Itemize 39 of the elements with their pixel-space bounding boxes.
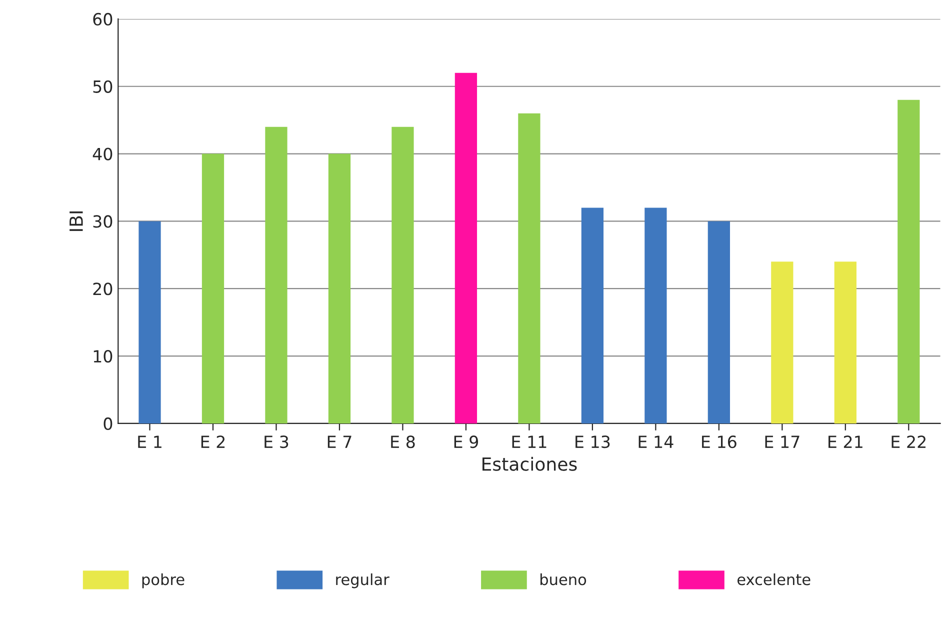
x-tick-label: E 16 (702, 436, 736, 448)
x-axis-title: Estaciones (482, 456, 577, 471)
y-tick-label: 20 (93, 282, 112, 296)
x-tick-label: E 2 (201, 436, 225, 448)
x-tick-label: E 21 (828, 436, 862, 448)
bar (581, 208, 604, 424)
x-tick-label: E 3 (264, 436, 288, 448)
y-tick-label: 10 (94, 350, 112, 363)
bar (138, 221, 161, 424)
bar (898, 100, 920, 424)
bar (708, 221, 730, 424)
bar (202, 154, 224, 424)
bar (834, 262, 856, 424)
x-tick-label: E 9 (454, 436, 478, 448)
x-tick-label: E 8 (391, 436, 415, 448)
bar (454, 72, 478, 424)
bar (518, 113, 540, 424)
x-tick-label: E 17 (765, 436, 800, 448)
legend-label: bueno (540, 573, 586, 586)
bar (771, 262, 794, 424)
bar (265, 126, 288, 424)
y-tick-label: 40 (92, 148, 112, 160)
bar (644, 208, 667, 424)
x-tick-label: E 1 (138, 436, 162, 448)
legend-label: excelente (737, 573, 810, 586)
y-axis-title: IBI (70, 211, 83, 231)
bar (392, 126, 414, 424)
y-tick-label: 30 (93, 215, 112, 228)
legend-label: pobre (142, 573, 184, 588)
x-tick-label: E 13 (576, 436, 610, 448)
y-tick-label: 60 (93, 12, 112, 26)
y-tick-label: 0 (104, 417, 112, 430)
y-tick-label: 50 (93, 80, 112, 93)
x-tick-label: E 7 (328, 436, 352, 448)
legend-label: regular (336, 573, 390, 588)
x-tick-label: E 14 (638, 436, 674, 448)
bar (328, 154, 351, 424)
x-tick-label: E 22 (892, 436, 926, 448)
x-tick-label: E 11 (512, 436, 546, 448)
